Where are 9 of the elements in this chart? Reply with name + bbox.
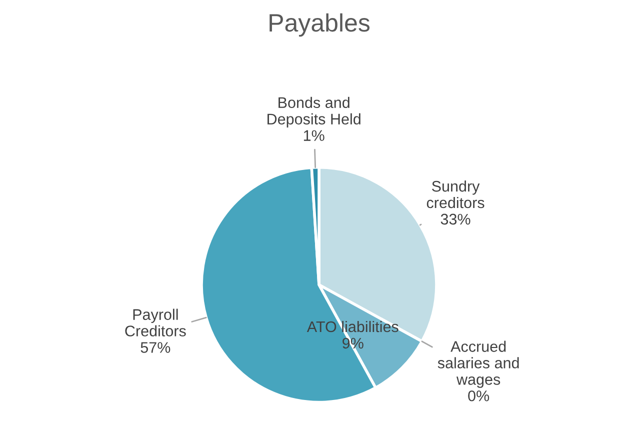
data-label: 33% bbox=[440, 214, 470, 225]
slice-label: Sundry creditors bbox=[426, 180, 484, 208]
chart-title: Payables bbox=[270, 13, 370, 37]
slice-label: Payroll Creditors bbox=[125, 308, 186, 336]
data-label: 1% bbox=[304, 130, 324, 141]
legend-label: Accrued salaries and wages bbox=[438, 340, 519, 388]
text: 0% bbox=[468, 390, 490, 402]
data-label: 57% bbox=[140, 342, 170, 353]
slice-label: Bonds and Deposits Held bbox=[268, 96, 360, 128]
